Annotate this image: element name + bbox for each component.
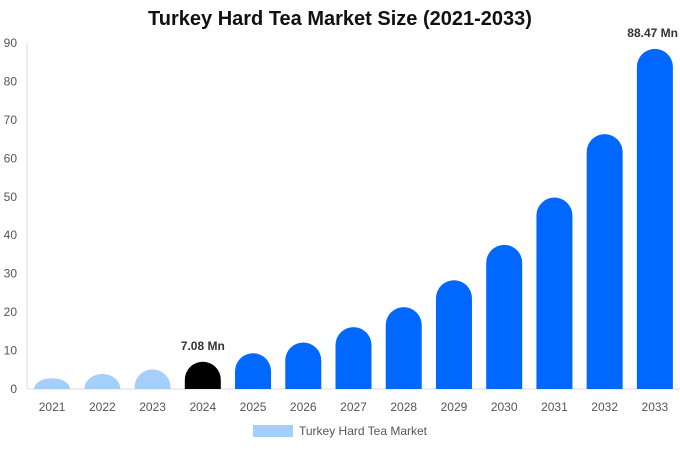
y-tick-label: 0 [10, 382, 17, 396]
bar-2025[interactable] [235, 353, 272, 389]
x-tick-label: 2025 [240, 400, 267, 414]
y-axis: 0 10 20 30 40 50 60 70 80 90 [4, 36, 28, 396]
x-tick-label: 2026 [290, 400, 317, 414]
x-tick-label: 2033 [642, 400, 669, 414]
y-tick-label: 70 [4, 113, 18, 127]
y-tick-label: 60 [4, 151, 18, 165]
x-tick-label: 2021 [39, 400, 66, 414]
bar-2021[interactable] [34, 378, 71, 389]
x-tick-label: 2027 [340, 400, 367, 414]
legend-label: Turkey Hard Tea Market [298, 424, 428, 438]
bar-2032[interactable] [586, 134, 623, 389]
legend-swatch [252, 425, 293, 437]
bar-2027[interactable] [335, 327, 372, 389]
y-tick-label: 10 [4, 344, 18, 358]
bar-2030[interactable] [486, 244, 523, 389]
x-tick-label: 2024 [189, 400, 216, 414]
y-tick-label: 40 [4, 228, 18, 242]
x-tick-label: 2023 [139, 400, 166, 414]
x-tick-label: 2031 [541, 400, 568, 414]
data-labels-group: 7.08 Mn 88.47 Mn [181, 26, 678, 353]
y-tick-label: 30 [4, 267, 18, 281]
bar-2029[interactable] [435, 280, 472, 389]
data-label-2024: 7.08 Mn [181, 339, 225, 353]
legend[interactable]: Turkey Hard Tea Market [0, 424, 680, 438]
bar-2022[interactable] [84, 374, 121, 389]
y-tick-label: 90 [4, 36, 18, 50]
bar-2033[interactable] [636, 48, 673, 389]
data-label-2033: 88.47 Mn [627, 26, 678, 40]
chart-title: Turkey Hard Tea Market Size (2021-2033) [148, 8, 532, 30]
x-tick-label: 2032 [591, 400, 618, 414]
x-tick-label: 2022 [89, 400, 116, 414]
bar-2023[interactable] [134, 369, 171, 389]
x-tick-label: 2028 [390, 400, 417, 414]
bar-2031[interactable] [536, 197, 573, 389]
y-tick-label: 50 [4, 190, 18, 204]
y-tick-label: 20 [4, 305, 18, 319]
bars-group [34, 48, 673, 389]
bar-2028[interactable] [385, 307, 422, 389]
bar-2024[interactable] [184, 361, 221, 389]
x-tick-label: 2029 [441, 400, 468, 414]
y-tick-label: 80 [4, 74, 18, 88]
bar-2026[interactable] [285, 342, 322, 389]
x-axis: 2021 2022 2023 2024 2025 2026 2027 2028 2029 2030… [27, 388, 680, 414]
x-tick-label: 2030 [491, 400, 518, 414]
